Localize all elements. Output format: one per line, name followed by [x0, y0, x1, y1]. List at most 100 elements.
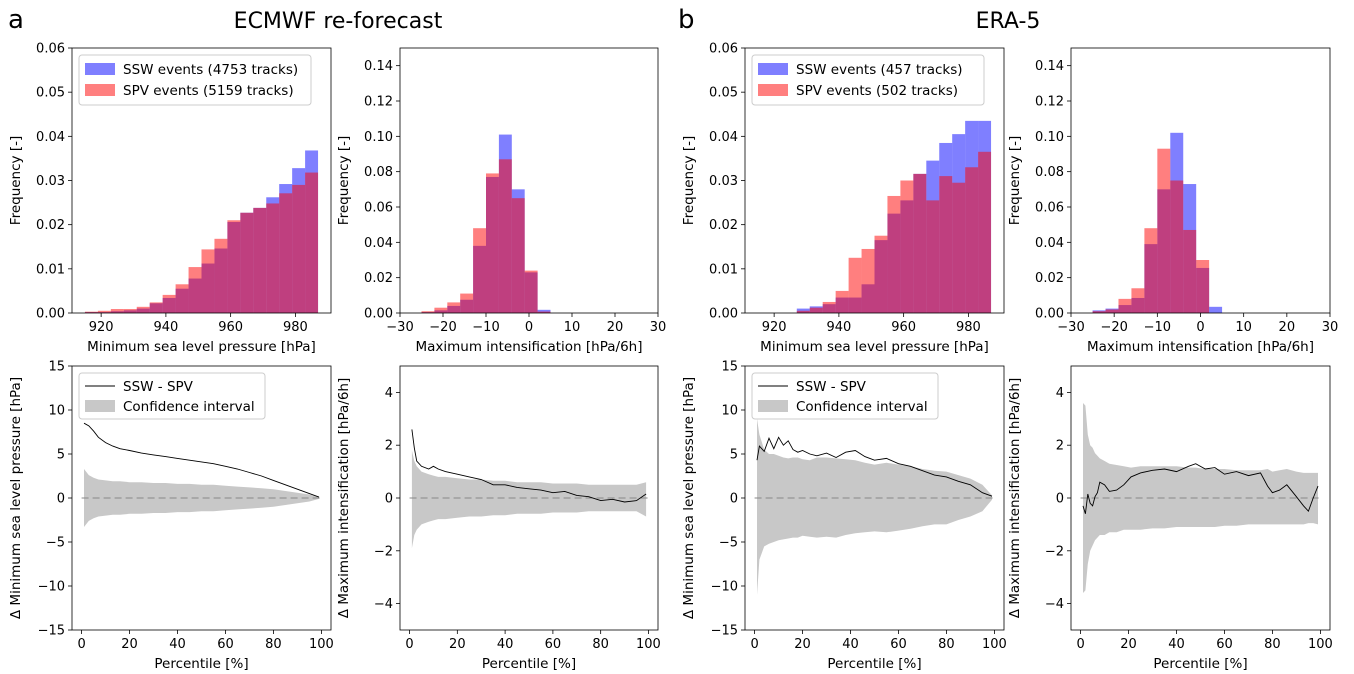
histogram-bar: [810, 308, 823, 313]
y-tick-label: −15: [38, 624, 65, 639]
y-tick-label: 0: [57, 492, 65, 507]
y-tick-label: 0.02: [1035, 271, 1064, 286]
legend-label: Confidence interval: [123, 399, 255, 415]
y-tick-label: 0.00: [1035, 307, 1064, 322]
x-tick-label: −20: [1100, 320, 1127, 335]
x-axis-label: Percentile [%]: [827, 656, 921, 672]
x-tick-label: 920: [89, 320, 114, 335]
legend-label: SPV events (502 tracks): [796, 83, 958, 99]
y-tick-label: 5: [57, 448, 65, 463]
x-tick-label: 10: [1235, 320, 1252, 335]
histogram-bar: [176, 284, 189, 313]
histogram-bar: [1170, 181, 1183, 314]
y-tick-label: 0.06: [364, 201, 393, 216]
y-tick-label: 0.14: [364, 59, 393, 74]
x-tick-label: 960: [891, 320, 916, 335]
x-tick-label: 80: [592, 637, 609, 652]
y-tick-label: 0.14: [1035, 59, 1064, 74]
x-tick-label: 40: [169, 637, 186, 652]
x-tick-label: 20: [1120, 637, 1137, 652]
histogram-bar: [150, 302, 163, 313]
y-axis-label: Δ Maximum intensification [hPa/6h]: [336, 378, 352, 619]
y-tick-label: 0.00: [364, 307, 393, 322]
x-tick-label: −20: [429, 320, 456, 335]
histogram-bar: [124, 309, 137, 313]
legend: SSW events (4753 tracks)SPV events (5159…: [79, 55, 311, 105]
x-tick-label: −10: [472, 320, 499, 335]
x-axis-label: Minimum sea level pressure [hPa]: [760, 339, 989, 355]
y-axis-label: Frequency [-]: [336, 136, 352, 225]
histogram-bar: [137, 307, 150, 313]
y-tick-label: 0.12: [364, 95, 393, 110]
histogram-bar: [913, 174, 926, 313]
a_diff_pressure-plot: 0 20 40 60 80 100−15−10−5051015Percentile [%]…: [8, 360, 334, 673]
x-tick-label: 20: [1279, 320, 1296, 335]
x-tick-label: 0: [525, 320, 533, 335]
x-tick-label: 60: [890, 637, 907, 652]
x-axis-label: Percentile [%]: [482, 656, 576, 672]
x-tick-label: 980: [283, 320, 308, 335]
histogram-bar: [512, 198, 525, 313]
legend: SSW events (457 tracks)SPV events (502 t…: [752, 55, 984, 105]
x-axis-label: Percentile [%]: [154, 656, 248, 672]
y-tick-label: 2: [1056, 439, 1064, 454]
x-tick-label: 80: [938, 637, 955, 652]
b_diff_intens-plot: 0 20 40 60 80 100−4−2024Percentile [%]Δ Maxim…: [1007, 366, 1333, 672]
x-tick-label: 30: [650, 320, 667, 335]
x-tick-label: 10: [564, 320, 581, 335]
legend-band-swatch: [758, 400, 788, 412]
b_hist_intens-plot: −30 −20 −10 0 10 20 300.000.020.040.060.080.10…: [1007, 48, 1338, 355]
histogram-bar: [1118, 299, 1131, 313]
y-tick-label: 0.10: [1035, 130, 1064, 145]
x-tick-label: 0: [77, 637, 85, 652]
histogram-bar: [875, 236, 888, 313]
histogram-bar: [1157, 149, 1170, 313]
histogram-bar: [1196, 260, 1209, 313]
y-tick-label: 0: [1056, 492, 1064, 507]
confidence-band: [757, 419, 992, 595]
y-tick-label: 0.06: [1035, 201, 1064, 216]
x-tick-label: 100: [1308, 637, 1333, 652]
x-tick-label: 0: [405, 637, 413, 652]
histogram-bar: [965, 167, 978, 313]
b_hist_pressure-plot: 920 940 960 9800.000.010.020.030.040.050.06…: [681, 42, 1004, 356]
histogram-bar: [240, 213, 253, 313]
histogram-bar: [525, 271, 538, 313]
histogram-bar: [1106, 309, 1119, 313]
histogram-bar: [111, 309, 124, 313]
x-tick-label: 0: [750, 637, 758, 652]
histogram-bar: [292, 185, 305, 313]
x-tick-label: 40: [1168, 637, 1185, 652]
panel-letter-a: a: [8, 5, 24, 35]
y-tick-label: 5: [730, 448, 738, 463]
histogram-bar: [253, 208, 266, 313]
legend-band-swatch: [85, 400, 115, 412]
histogram-bar: [849, 258, 862, 313]
y-axis-label: Frequency [-]: [1007, 136, 1023, 225]
x-tick-label: 20: [449, 637, 466, 652]
histogram-bar: [836, 291, 849, 313]
legend-swatch: [758, 63, 788, 75]
y-tick-label: 0.01: [36, 262, 65, 277]
y-tick-label: −15: [711, 624, 738, 639]
x-tick-label: 20: [607, 320, 624, 335]
y-tick-label: 2: [385, 439, 393, 454]
histogram-bar: [1131, 288, 1144, 313]
histogram-bar: [952, 183, 965, 313]
legend-label: SPV events (5159 tracks): [123, 83, 294, 99]
y-axis-label: Frequency [-]: [681, 136, 697, 225]
y-tick-label: 0.03: [36, 174, 65, 189]
y-tick-label: −10: [38, 580, 65, 595]
y-tick-label: 0: [385, 492, 393, 507]
y-tick-label: 15: [48, 360, 65, 375]
a_hist_intens-plot: −30 −20 −10 0 10 20 300.000.020.040.060.080.10…: [336, 48, 666, 355]
x-tick-label: 20: [121, 637, 138, 652]
x-tick-label: 40: [497, 637, 514, 652]
x-tick-label: 60: [545, 637, 562, 652]
y-tick-label: 0.05: [36, 86, 65, 101]
y-tick-label: 0.01: [709, 262, 738, 277]
x-tick-label: −30: [1057, 320, 1084, 335]
legend-swatch: [85, 63, 115, 75]
y-tick-label: 0.12: [1035, 95, 1064, 110]
